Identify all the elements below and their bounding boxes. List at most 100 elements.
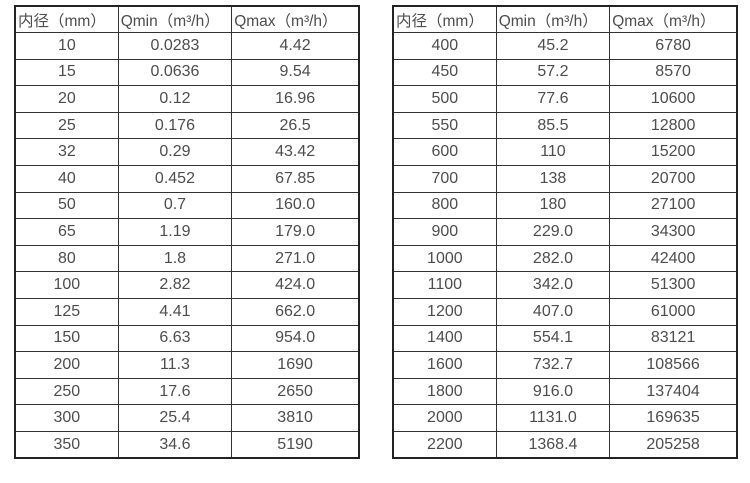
table-cell: 17.6 bbox=[117, 377, 233, 406]
table-cell: 138 bbox=[495, 165, 611, 193]
table-row: 15 0.0636 9.54 bbox=[14, 58, 360, 87]
table-cell: 61000 bbox=[609, 298, 738, 326]
table-row: 900 229.0 34300 bbox=[392, 218, 738, 246]
table-cell: 1800 bbox=[392, 377, 497, 406]
table-cell: 600 bbox=[392, 138, 497, 167]
table-row: 300 25.4 3810 bbox=[14, 404, 360, 432]
table-row: 2200 1368.4 205258 bbox=[392, 431, 738, 459]
col-header-inner-diameter: 内径（mm） bbox=[392, 5, 497, 34]
table-cell: 110 bbox=[495, 138, 611, 167]
table-cell: 40 bbox=[14, 165, 119, 193]
table-cell: 1.19 bbox=[117, 218, 233, 246]
table-cell: 4.41 bbox=[117, 298, 233, 326]
table-cell: 954.0 bbox=[231, 324, 360, 353]
table-row: 125 4.41 662.0 bbox=[14, 298, 360, 326]
table-cell: 250 bbox=[14, 377, 119, 406]
table-cell: 43.42 bbox=[231, 138, 360, 167]
table-cell: 1100 bbox=[392, 271, 497, 300]
table-cell: 32 bbox=[14, 138, 119, 167]
table-cell: 57.2 bbox=[495, 58, 611, 87]
table-row: 10 0.0283 4.42 bbox=[14, 32, 360, 60]
table-cell: 8570 bbox=[609, 58, 738, 87]
table-cell: 34.6 bbox=[117, 431, 233, 459]
table-cell: 700 bbox=[392, 165, 497, 193]
table-cell: 3810 bbox=[231, 404, 360, 432]
table-row: 1000 282.0 42400 bbox=[392, 244, 738, 273]
table-row: 800 180 27100 bbox=[392, 191, 738, 220]
table-cell: 271.0 bbox=[231, 244, 360, 273]
table-cell: 42400 bbox=[609, 244, 738, 273]
table-cell: 9.54 bbox=[231, 58, 360, 87]
table-row: 500 77.6 10600 bbox=[392, 85, 738, 113]
table-cell: 169635 bbox=[609, 404, 738, 432]
table-cell: 350 bbox=[14, 431, 119, 459]
table-cell: 15200 bbox=[609, 138, 738, 167]
table-row: 200 11.3 1690 bbox=[14, 351, 360, 379]
table-cell: 800 bbox=[392, 191, 497, 220]
col-header-qmax: Qmax（m³/h） bbox=[231, 5, 360, 34]
table-row: 700 138 20700 bbox=[392, 165, 738, 193]
table-cell: 25.4 bbox=[117, 404, 233, 432]
table-cell: 229.0 bbox=[495, 218, 611, 246]
table-header-row: 内径（mm） Qmin（m³/h） Qmax（m³/h） bbox=[392, 5, 738, 34]
table-cell: 0.0283 bbox=[117, 32, 233, 60]
table-cell: 554.1 bbox=[495, 324, 611, 353]
table-header-row: 内径（mm） Qmin（m³/h） Qmax（m³/h） bbox=[14, 5, 360, 34]
table-row: 32 0.29 43.42 bbox=[14, 138, 360, 167]
table-cell: 2.82 bbox=[117, 271, 233, 300]
table-cell: 150 bbox=[14, 324, 119, 353]
table-cell: 10 bbox=[14, 32, 119, 60]
table-cell: 1400 bbox=[392, 324, 497, 353]
table-cell: 67.85 bbox=[231, 165, 360, 193]
table-cell: 2650 bbox=[231, 377, 360, 406]
table-row: 2000 1131.0 169635 bbox=[392, 404, 738, 432]
table-cell: 65 bbox=[14, 218, 119, 246]
table-body: 10 0.0283 4.42 15 0.0636 9.54 20 0.12 16.96 25 0.1… bbox=[14, 32, 360, 459]
table-cell: 300 bbox=[14, 404, 119, 432]
table-row: 1400 554.1 83121 bbox=[392, 324, 738, 353]
col-header-inner-diameter: 内径（mm） bbox=[14, 5, 119, 34]
table-cell: 1.8 bbox=[117, 244, 233, 273]
table-row: 20 0.12 16.96 bbox=[14, 85, 360, 113]
table-cell: 125 bbox=[14, 298, 119, 326]
table-row: 40 0.452 67.85 bbox=[14, 165, 360, 193]
table-cell: 10600 bbox=[609, 85, 738, 113]
table-row: 100 2.82 424.0 bbox=[14, 271, 360, 300]
table-cell: 282.0 bbox=[495, 244, 611, 273]
table-cell: 342.0 bbox=[495, 271, 611, 300]
table-cell: 1368.4 bbox=[495, 431, 611, 459]
table-row: 400 45.2 6780 bbox=[392, 32, 738, 60]
table-cell: 0.0636 bbox=[117, 58, 233, 87]
table-row: 65 1.19 179.0 bbox=[14, 218, 360, 246]
table-cell: 180 bbox=[495, 191, 611, 220]
table-cell: 108566 bbox=[609, 351, 738, 379]
table-cell: 6.63 bbox=[117, 324, 233, 353]
table-cell: 662.0 bbox=[231, 298, 360, 326]
table-row: 1800 916.0 137404 bbox=[392, 377, 738, 406]
table-cell: 34300 bbox=[609, 218, 738, 246]
table-cell: 1200 bbox=[392, 298, 497, 326]
table-row: 150 6.63 954.0 bbox=[14, 324, 360, 353]
table-row: 450 57.2 8570 bbox=[392, 58, 738, 87]
table-body: 400 45.2 6780 450 57.2 8570 500 77.6 10600 550 85.… bbox=[392, 32, 738, 459]
table-cell: 450 bbox=[392, 58, 497, 87]
flow-table-small-diameters: 内径（mm） Qmin（m³/h） Qmax（m³/h） 10 0.0283 4.4… bbox=[14, 5, 360, 460]
table-cell: 83121 bbox=[609, 324, 738, 353]
table-cell: 6780 bbox=[609, 32, 738, 60]
table-cell: 400 bbox=[392, 32, 497, 60]
table-row: 1600 732.7 108566 bbox=[392, 351, 738, 379]
table-cell: 200 bbox=[14, 351, 119, 379]
flow-spec-tables: 内径（mm） Qmin（m³/h） Qmax（m³/h） 10 0.0283 4.4… bbox=[14, 5, 738, 460]
table-cell: 1690 bbox=[231, 351, 360, 379]
table-cell: 407.0 bbox=[495, 298, 611, 326]
table-row: 80 1.8 271.0 bbox=[14, 244, 360, 273]
table-row: 1100 342.0 51300 bbox=[392, 271, 738, 300]
table-cell: 20700 bbox=[609, 165, 738, 193]
table-row: 1200 407.0 61000 bbox=[392, 298, 738, 326]
table-cell: 1600 bbox=[392, 351, 497, 379]
table-cell: 77.6 bbox=[495, 85, 611, 113]
col-header-qmin: Qmin（m³/h） bbox=[495, 5, 611, 34]
col-header-qmin: Qmin（m³/h） bbox=[117, 5, 233, 34]
table-cell: 732.7 bbox=[495, 351, 611, 379]
table-row: 25 0.176 26.5 bbox=[14, 111, 360, 140]
